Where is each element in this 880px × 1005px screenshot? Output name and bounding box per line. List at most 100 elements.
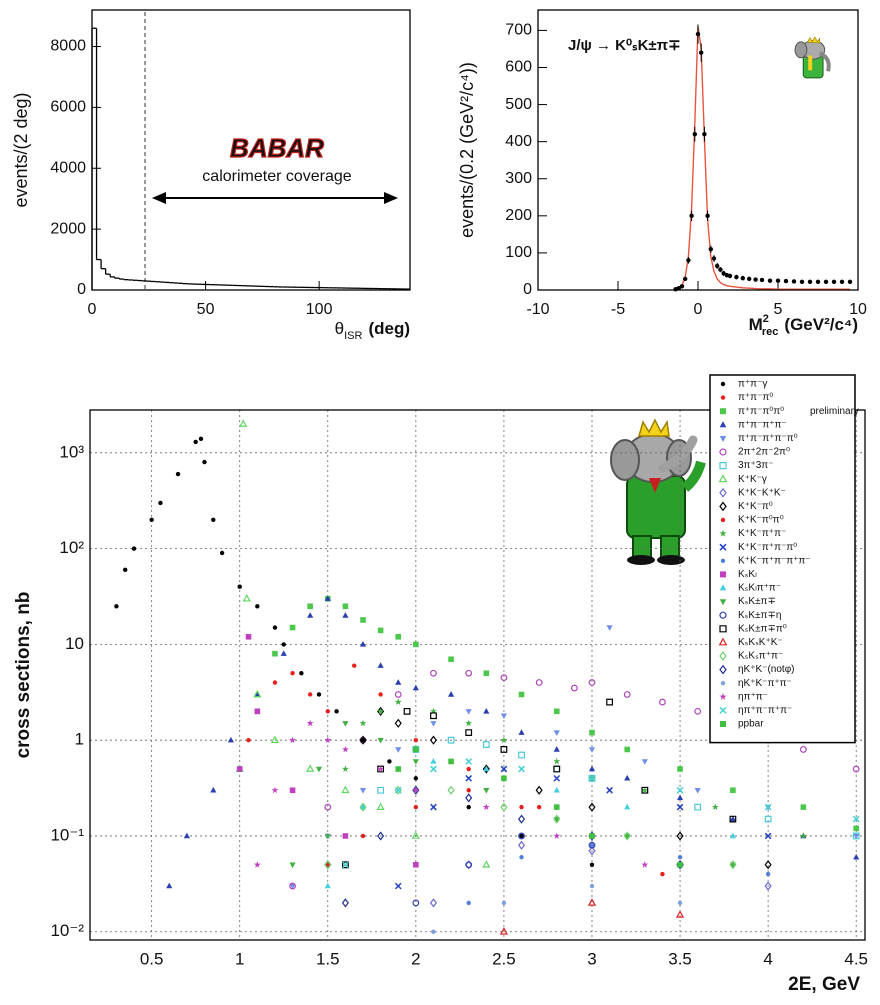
annotation: preliminary — [810, 406, 859, 417]
data-point — [395, 766, 402, 772]
data-point — [679, 284, 685, 289]
data-point — [430, 707, 437, 715]
data-point — [289, 624, 296, 631]
data-point — [764, 815, 772, 823]
data-point — [624, 774, 631, 781]
y-tick-label: 400 — [505, 133, 532, 150]
data-point — [465, 861, 473, 869]
data-point — [239, 419, 248, 427]
y-tick-label: 600 — [505, 59, 532, 76]
legend-label: 2π⁺2π⁻2π⁰ — [738, 447, 790, 458]
data-point — [553, 757, 561, 765]
x-tick-label: 3 — [587, 949, 596, 968]
data-point — [325, 862, 330, 867]
data-point — [695, 31, 701, 37]
data-point — [394, 786, 402, 794]
data-point — [377, 786, 385, 794]
legend-label: ηK⁺K⁻π⁺π⁻ — [738, 678, 792, 689]
legend-marker — [719, 529, 727, 537]
x-axis-label-sup: 2 — [763, 313, 769, 325]
data-point — [482, 860, 491, 868]
data-point — [316, 692, 322, 697]
data-point — [466, 804, 471, 810]
data-point — [676, 803, 684, 811]
data-point — [589, 862, 595, 867]
data-point — [500, 802, 508, 812]
legend-label: KₛK±π∓ — [738, 596, 776, 607]
data-point — [324, 803, 332, 811]
data-point — [253, 861, 261, 868]
data-point — [377, 765, 385, 773]
data-point — [483, 765, 490, 772]
y-tick-label: 10⁻¹ — [50, 825, 84, 844]
y-tick-label: 100 — [505, 244, 532, 261]
data-point — [394, 698, 402, 706]
data-point — [359, 788, 367, 794]
legend-label: π⁺π⁻π⁺π⁻ — [738, 419, 787, 430]
data-point — [324, 882, 331, 889]
data-point — [660, 871, 665, 877]
data-point — [501, 900, 507, 906]
data-point — [227, 736, 234, 743]
data-point — [676, 794, 684, 801]
legend-label: K⁺K⁻π⁺π⁻π⁺π⁻ — [738, 555, 811, 566]
data-point — [641, 759, 648, 765]
data-point — [342, 833, 349, 839]
legend-marker — [718, 474, 728, 483]
data-point — [315, 766, 323, 773]
annotation: J/ψ → K⁰ₛK±π∓ — [568, 37, 681, 54]
data-point — [412, 785, 420, 795]
data-point — [853, 833, 860, 840]
data-point — [377, 707, 385, 715]
data-point — [500, 736, 508, 744]
data-point — [411, 831, 420, 839]
data-point — [519, 804, 524, 810]
data-point — [413, 737, 419, 743]
data-point — [413, 804, 419, 810]
y-axis-label: events/(2 deg) — [11, 92, 31, 207]
data-point — [395, 634, 402, 640]
x-axis-label: 2E, GeV — [788, 974, 860, 995]
data-point — [324, 736, 332, 744]
data-point — [641, 786, 649, 794]
data-point — [448, 758, 454, 765]
data-point — [175, 471, 181, 477]
legend-label: ηK⁺K⁻(notφ) — [738, 664, 795, 675]
y-tick-label: 10⁻² — [50, 921, 84, 940]
data-point — [519, 833, 524, 839]
legend-label: KₛK±π∓π⁰ — [738, 623, 787, 634]
data-point — [430, 712, 437, 720]
y-tick-label: 8000 — [50, 38, 86, 55]
data-point — [847, 279, 853, 285]
y-tick-label: 300 — [505, 170, 532, 187]
data-point — [219, 550, 225, 556]
annotation: calorimeter coverage — [202, 168, 352, 185]
legend-label: π⁺π⁻π⁺π⁻π⁰ — [738, 433, 798, 444]
data-point — [783, 278, 789, 284]
data-point — [447, 785, 455, 795]
data-point — [270, 735, 280, 744]
legend-marker — [719, 651, 727, 661]
legend-label: ηπ⁺π⁻ — [738, 691, 768, 702]
data-point — [202, 459, 207, 465]
y-axis-label: cross sections, nb — [13, 592, 34, 759]
legend-label: K⁺K⁻γ — [738, 474, 767, 485]
babar-mascot — [610, 418, 706, 565]
legend-marker — [719, 543, 727, 551]
data-point — [281, 642, 286, 647]
data-point — [466, 900, 471, 906]
data-point — [715, 263, 720, 269]
data-point — [588, 841, 596, 849]
data-point — [377, 662, 384, 668]
data-point — [683, 276, 688, 282]
data-point — [123, 567, 128, 573]
data-point — [775, 278, 781, 283]
legend-marker — [719, 599, 727, 606]
legend-marker — [719, 692, 727, 700]
data-point — [799, 746, 807, 753]
data-point — [412, 684, 419, 691]
data-point — [553, 832, 561, 839]
x-tick-label: 0 — [694, 301, 703, 318]
y-tick-label: 200 — [505, 207, 532, 224]
data-point — [606, 786, 613, 794]
